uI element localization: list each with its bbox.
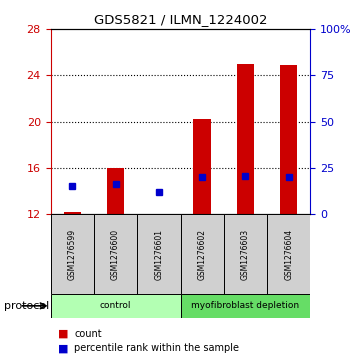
Text: GDS5821 / ILMN_1224002: GDS5821 / ILMN_1224002 xyxy=(94,13,267,26)
Text: protocol: protocol xyxy=(4,301,49,311)
Bar xyxy=(51,294,180,318)
Text: percentile rank within the sample: percentile rank within the sample xyxy=(74,343,239,354)
Bar xyxy=(267,214,310,294)
Bar xyxy=(107,168,124,214)
Bar xyxy=(51,214,94,294)
Text: GSM1276604: GSM1276604 xyxy=(284,229,293,280)
Text: myofibroblast depletion: myofibroblast depletion xyxy=(191,301,300,310)
Text: GSM1276600: GSM1276600 xyxy=(111,229,120,280)
Bar xyxy=(94,214,137,294)
Bar xyxy=(237,64,254,214)
Text: GSM1276603: GSM1276603 xyxy=(241,229,250,280)
Bar xyxy=(180,294,310,318)
Bar xyxy=(193,119,211,214)
Bar xyxy=(280,65,297,214)
Text: count: count xyxy=(74,329,102,339)
Bar xyxy=(64,212,81,214)
Bar xyxy=(137,214,180,294)
Bar xyxy=(224,214,267,294)
Bar xyxy=(150,213,168,214)
Text: ■: ■ xyxy=(58,329,68,339)
Text: GSM1276602: GSM1276602 xyxy=(198,229,206,280)
Text: GSM1276599: GSM1276599 xyxy=(68,229,77,280)
Text: ■: ■ xyxy=(58,343,68,354)
Text: GSM1276601: GSM1276601 xyxy=(155,229,163,280)
Text: control: control xyxy=(100,301,131,310)
Bar xyxy=(180,214,224,294)
